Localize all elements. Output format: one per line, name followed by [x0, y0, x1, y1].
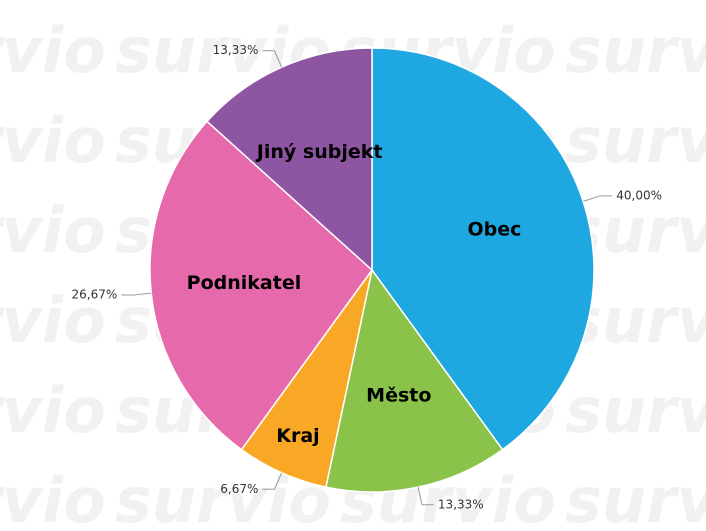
value-label: 6,67% — [220, 482, 258, 496]
watermark: survio — [565, 464, 706, 531]
value-label: 13,33% — [213, 43, 259, 57]
watermark: survio — [0, 374, 106, 447]
pie-slice — [371, 47, 595, 451]
watermark: survio — [0, 14, 106, 87]
leader-line — [417, 487, 434, 506]
watermark: survio — [565, 374, 706, 447]
value-label: 13,33% — [438, 497, 484, 511]
value-label: 26,67% — [72, 288, 118, 302]
watermark: survio — [0, 194, 106, 267]
slice-label: Město — [366, 384, 431, 406]
watermark: survio — [0, 284, 106, 357]
leader-line — [121, 292, 152, 296]
slice-label: Jiný subjekt — [255, 141, 383, 163]
leader-line — [262, 472, 283, 490]
watermark: survio — [0, 464, 106, 531]
pie-slice — [324, 268, 504, 493]
slice-label: Obec — [468, 219, 522, 241]
slice-label: Kraj — [276, 425, 319, 447]
pie-slice — [205, 47, 373, 272]
value-label: 40,00% — [616, 188, 662, 202]
slice-label: Podnikatel — [187, 272, 302, 294]
leader-line — [262, 50, 283, 68]
watermark: survio — [0, 104, 106, 177]
watermark: survio — [565, 104, 706, 177]
leader-line — [582, 195, 613, 202]
watermark: survio — [565, 14, 706, 87]
